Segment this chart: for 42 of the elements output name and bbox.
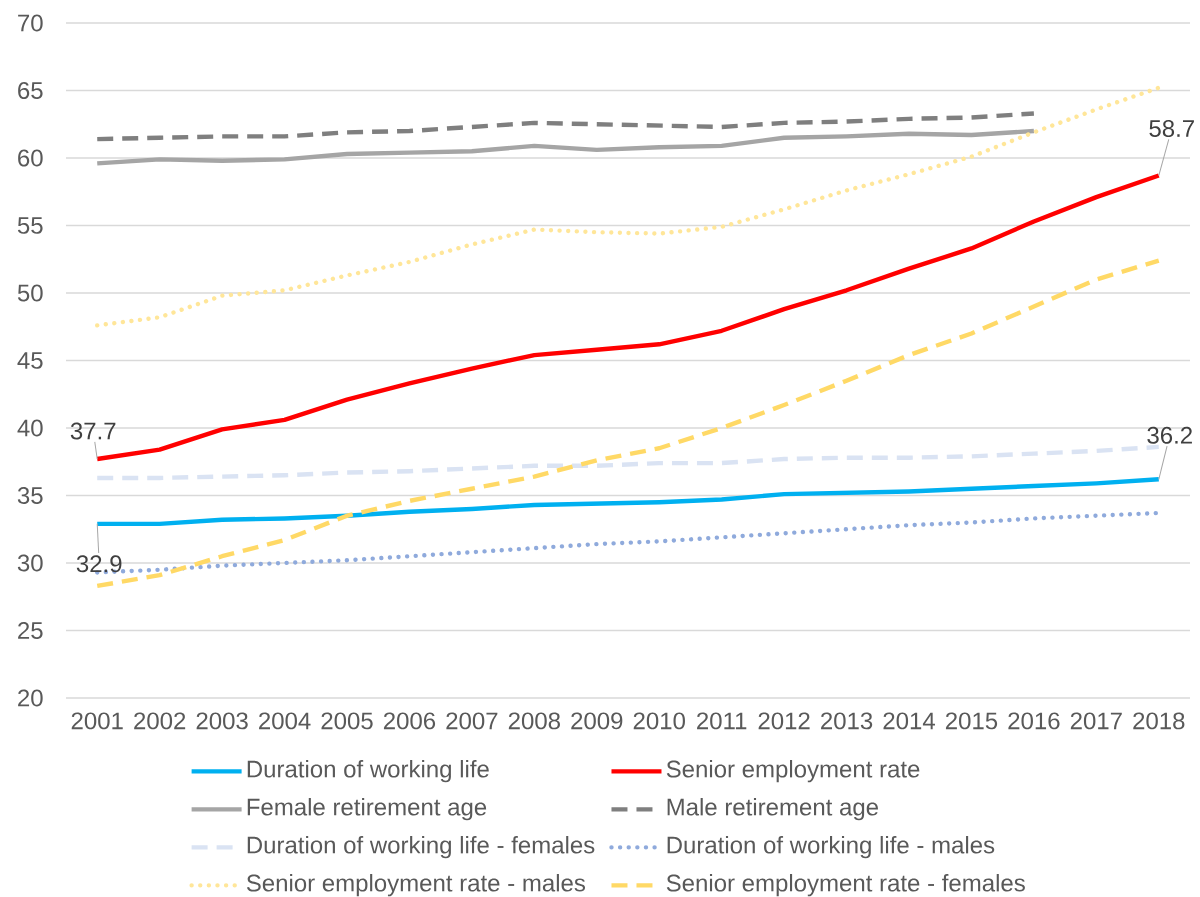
data-label: 32.9	[76, 555, 122, 573]
legend-label: Duration of working life - males	[667, 835, 995, 859]
y-tick-label: 30	[17, 554, 43, 572]
x-tick-label: 2017	[1070, 712, 1122, 730]
x-tick-label: 2005	[321, 712, 373, 730]
y-tick-label: 25	[18, 622, 43, 639]
legend-label: Senior employment rate - females	[666, 873, 1025, 897]
x-tick-label: 2011	[697, 712, 747, 730]
x-tick-label: 2006	[383, 712, 436, 730]
x-tick-label: 2002	[134, 712, 186, 730]
y-tick-label: 20	[18, 689, 43, 707]
x-tick-label: 2013	[821, 712, 873, 730]
y-tick-label: 60	[18, 149, 43, 167]
legend-label: Female retirement age	[247, 797, 487, 821]
x-tick-label: 2018	[1133, 712, 1185, 730]
x-tick-label: 2003	[196, 712, 248, 730]
y-tick-label: 35	[17, 487, 43, 504]
data-label: 58.7	[1149, 120, 1194, 138]
x-tick-label: 2001	[71, 712, 123, 730]
x-tick-label: 2016	[1008, 712, 1060, 730]
x-tick-label: 2004	[259, 712, 311, 730]
y-tick-label: 65	[18, 82, 43, 99]
x-tick-label: 2010	[633, 712, 685, 730]
legend-label: Duration of working life - females	[247, 835, 595, 859]
y-tick-label: 50	[17, 284, 43, 302]
x-tick-label: 2014	[883, 712, 935, 730]
x-tick-label: 2015	[945, 712, 998, 730]
y-tick-label: 55	[17, 217, 43, 234]
data-label: 37.7	[70, 422, 116, 440]
data-label: 36.2	[1147, 426, 1192, 444]
legend-label: Senior employment rate - males	[246, 873, 586, 897]
y-tick-label: 70	[18, 14, 43, 32]
x-tick-label: 2009	[571, 712, 623, 730]
x-tick-label: 2008	[508, 712, 560, 730]
x-tick-label: 2012	[758, 712, 810, 730]
legend-label: Male retirement age	[667, 797, 878, 821]
legend-label: Duration of working life	[247, 759, 489, 783]
line-series	[95, 128, 1037, 166]
x-tick-label: 2007	[446, 712, 498, 730]
y-tick-label: 45	[17, 352, 43, 369]
y-tick-label: 40	[17, 419, 43, 437]
legend-label: Senior employment rate	[666, 759, 920, 783]
